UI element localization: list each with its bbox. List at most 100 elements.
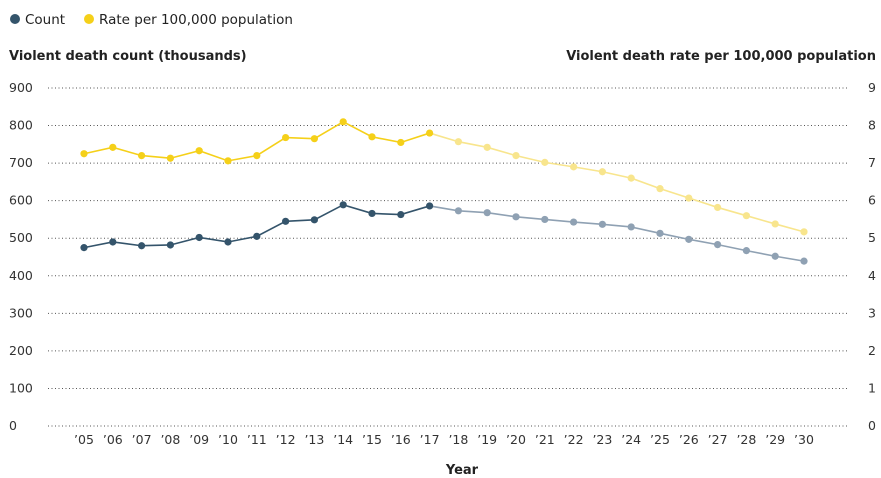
- count-point: [656, 229, 664, 237]
- count-point: [742, 247, 751, 255]
- x-tick-label: ’24: [621, 432, 641, 447]
- rate-point: [656, 185, 664, 193]
- right-tick-label: 4: [868, 268, 876, 283]
- count-point: [627, 223, 635, 231]
- x-tick-label: ’10: [218, 432, 238, 447]
- right-tick-label: 7: [868, 155, 876, 170]
- left-axis-ticks: 0 100 200 300 400 500 600 700 800 900: [9, 80, 33, 433]
- rate-point: [138, 152, 146, 160]
- rate-point: [800, 228, 808, 236]
- left-axis-title: Violent death count (thousands): [9, 49, 247, 64]
- legend-count-marker: [10, 14, 20, 24]
- right-tick-label: 2: [868, 343, 876, 358]
- left-tick-label: 300: [9, 305, 33, 320]
- right-tick-label: 6: [868, 193, 876, 208]
- count-point: [109, 238, 117, 246]
- rate-point: [224, 157, 232, 165]
- left-tick-label: 400: [9, 268, 33, 283]
- x-tick-label: ’08: [160, 432, 180, 447]
- count-point: [310, 216, 318, 224]
- count-point: [541, 215, 549, 224]
- right-tick-label: 9: [868, 80, 876, 95]
- left-tick-label: 900: [9, 80, 33, 95]
- legend-rate-marker: [84, 14, 94, 24]
- rate-point: [714, 203, 722, 212]
- count-projection-line: [429, 205, 805, 262]
- count-point: [771, 252, 779, 260]
- x-tick-label: ’19: [477, 432, 497, 447]
- rate-point: [282, 133, 290, 142]
- left-tick-label: 100: [9, 380, 33, 395]
- right-tick-label: 1: [868, 380, 876, 395]
- count-point: [138, 242, 146, 250]
- rate-point: [570, 163, 578, 171]
- rate-point: [368, 133, 376, 141]
- right-tick-label: 3: [868, 305, 876, 320]
- x-tick-label: ’12: [276, 432, 296, 447]
- count-point: [397, 210, 405, 219]
- x-tick-label: ’18: [448, 432, 468, 447]
- x-tick-label: ’17: [420, 432, 440, 447]
- x-tick-label: ’15: [362, 432, 382, 447]
- x-tick-label: ’22: [564, 432, 584, 447]
- count-point: [224, 238, 232, 246]
- left-tick-label: 500: [9, 230, 33, 245]
- x-tick-label: ’06: [103, 432, 123, 447]
- count-point: [368, 209, 376, 218]
- right-tick-label: 0: [868, 418, 876, 433]
- left-tick-label: 200: [9, 343, 33, 358]
- x-tick-label: ’14: [333, 432, 353, 447]
- x-tick-label: ’28: [736, 432, 756, 447]
- count-point: [483, 209, 491, 217]
- rate-point: [426, 129, 434, 137]
- rate-point: [80, 150, 88, 158]
- x-tick-label: ’25: [650, 432, 670, 447]
- x-tick-label: ’07: [132, 432, 152, 447]
- count-point: [800, 257, 808, 265]
- rate-point: [166, 154, 174, 162]
- rate-point: [742, 212, 751, 220]
- x-tick-label: ’27: [708, 432, 728, 447]
- legend: Count Rate per 100,000 population: [10, 12, 293, 28]
- x-tick-label: ’11: [247, 432, 267, 447]
- x-tick-label: ’21: [535, 432, 555, 447]
- rate-point: [397, 138, 405, 147]
- x-tick-label: ’23: [592, 432, 612, 447]
- rate-point: [685, 194, 693, 202]
- count-point: [714, 241, 722, 249]
- rate-projection-line: [429, 132, 805, 233]
- gridlines: [48, 87, 848, 427]
- x-tick-label: ’05: [74, 432, 94, 447]
- x-tick-label: ’26: [679, 432, 699, 447]
- rate-point: [253, 152, 261, 160]
- rate-point: [771, 220, 779, 228]
- count-line: [83, 203, 430, 249]
- rate-point: [512, 152, 520, 160]
- count-point: [685, 235, 693, 243]
- rate-point: [310, 135, 318, 143]
- count-point: [195, 233, 203, 242]
- x-tick-label: ’16: [391, 432, 411, 447]
- count-point: [339, 201, 347, 209]
- rate-point: [627, 174, 635, 182]
- right-axis-title: Violent death rate per 100,000 populatio…: [566, 49, 876, 64]
- legend-count-label: Count: [25, 12, 65, 28]
- series-lines: [83, 120, 805, 262]
- count-point: [454, 207, 462, 215]
- rate-point: [483, 143, 491, 151]
- x-tick-label: ’30: [794, 432, 814, 447]
- count-point: [512, 213, 520, 221]
- right-tick-label: 5: [868, 230, 876, 245]
- rate-point: [454, 138, 462, 146]
- x-tick-label: ’13: [304, 432, 324, 447]
- count-point: [253, 232, 261, 240]
- right-axis-ticks: 0 1 2 3 4 5 6 7 8 9: [868, 80, 876, 433]
- legend-rate-label: Rate per 100,000 population: [99, 12, 293, 28]
- count-point: [570, 218, 578, 226]
- count-point: [80, 244, 88, 252]
- count-point: [426, 202, 434, 210]
- x-axis-title: Year: [445, 463, 479, 478]
- count-point: [166, 241, 174, 249]
- rate-point: [195, 147, 203, 155]
